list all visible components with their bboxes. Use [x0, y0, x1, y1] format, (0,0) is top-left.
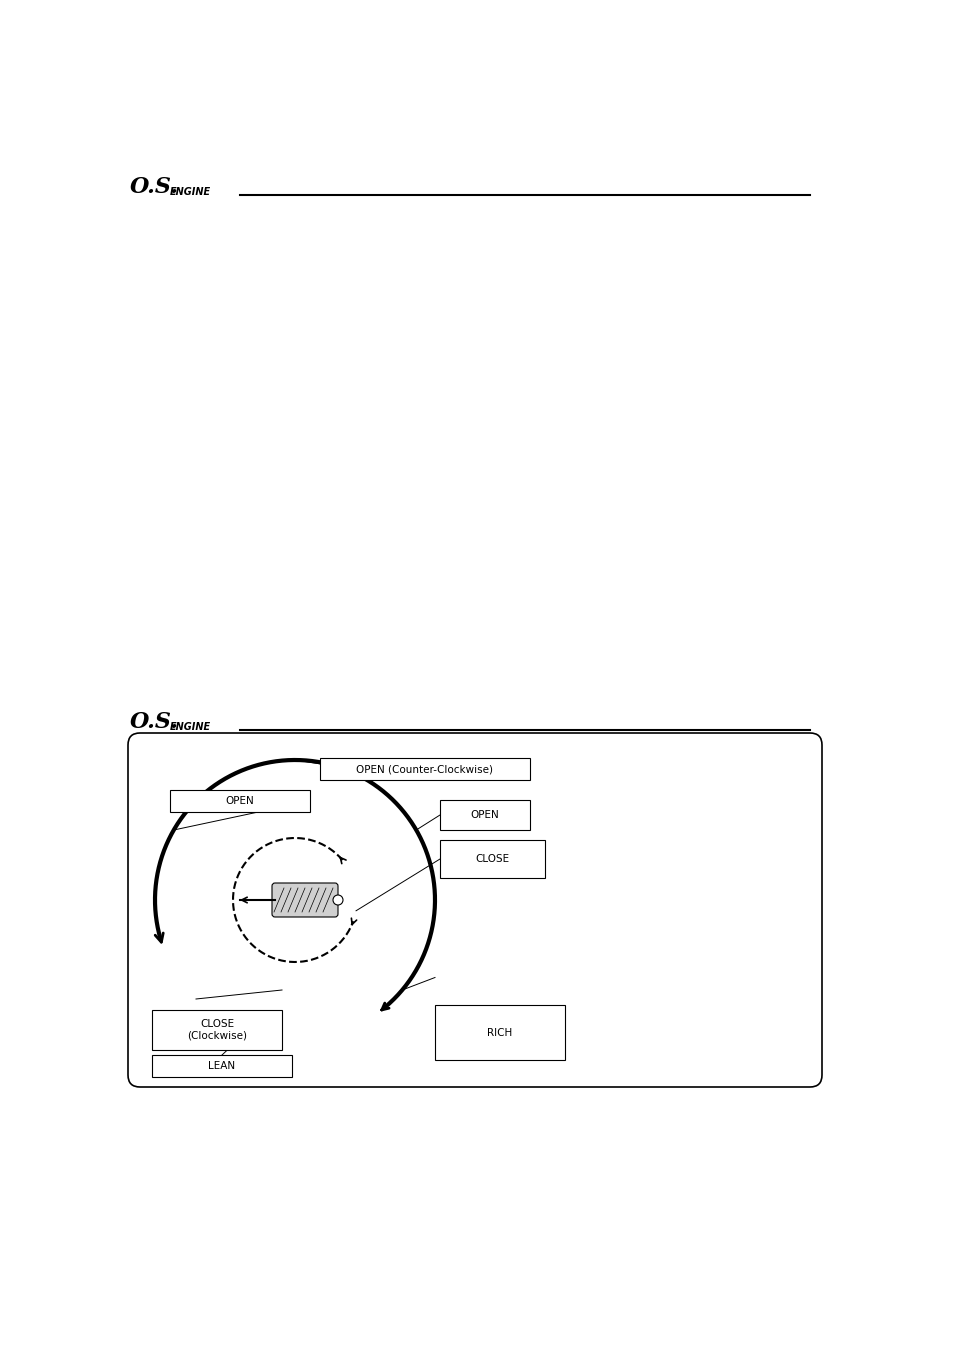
Text: ENGINE: ENGINE — [170, 186, 211, 197]
Text: RICH: RICH — [487, 1028, 512, 1038]
Text: LEAN: LEAN — [208, 1061, 235, 1071]
Bar — [152, 1011, 282, 1050]
Text: OPEN: OPEN — [226, 796, 254, 807]
Circle shape — [333, 894, 343, 905]
Bar — [439, 800, 530, 830]
Bar — [435, 1005, 564, 1061]
Text: OPEN: OPEN — [470, 811, 498, 820]
Text: CLOSE
(Clockwise): CLOSE (Clockwise) — [187, 1019, 247, 1040]
FancyBboxPatch shape — [272, 884, 337, 917]
Text: O.S.: O.S. — [130, 176, 179, 199]
Text: O.S.: O.S. — [130, 711, 179, 734]
Bar — [170, 790, 310, 812]
Bar — [319, 758, 530, 780]
FancyBboxPatch shape — [128, 734, 821, 1088]
Text: OPEN (Counter-Clockwise): OPEN (Counter-Clockwise) — [356, 765, 493, 774]
Text: CLOSE: CLOSE — [475, 854, 509, 865]
Bar — [439, 840, 544, 878]
Text: ENGINE: ENGINE — [170, 721, 211, 732]
Bar — [152, 1055, 292, 1077]
